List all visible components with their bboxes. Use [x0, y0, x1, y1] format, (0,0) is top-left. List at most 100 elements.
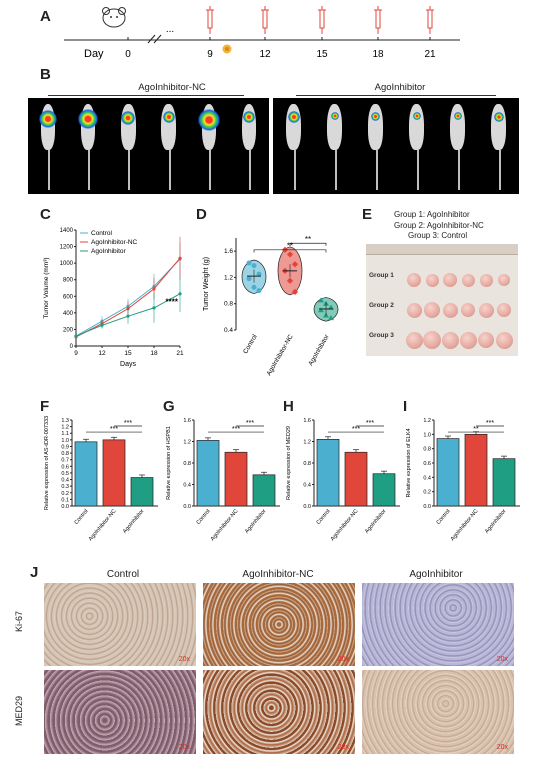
ihc-col-control: Control [106, 569, 140, 580]
data-point [100, 323, 104, 327]
mag-label: 20x [496, 744, 508, 751]
y-tick-label: 0.7 [61, 458, 69, 464]
timeline-day-5: 18 [372, 49, 384, 60]
tumor-sample [497, 303, 511, 317]
significance-annotation: ** [305, 235, 311, 244]
bar-1 [102, 439, 126, 507]
legend-group-2: Group 2: AgoInhibitor-NC [394, 220, 484, 230]
ihc-row-ki67: Ki-67 [14, 610, 24, 632]
y-tick-label: 1000 [60, 261, 74, 267]
legend-entry: AgoInhibitor-NC [91, 239, 138, 246]
y-tick-label: 1.2 [183, 440, 191, 446]
syringe-icon [319, 9, 325, 29]
bioluminescence-signal [162, 111, 175, 123]
tumor-sample [406, 302, 422, 318]
panel-label-i: I [403, 398, 408, 415]
y-tick-label: 0.4 [303, 483, 311, 489]
syringe-icon [375, 9, 381, 29]
data-point [246, 260, 252, 266]
tumor-sample [424, 302, 440, 318]
timeline-day-0: 0 [125, 49, 131, 60]
significance-annotation: *** [232, 426, 240, 433]
y-axis-label: Relative expression of AS-tDR-007333 [44, 416, 50, 510]
timeline-day-4: 15 [316, 49, 328, 60]
x-tick-label: Control [242, 333, 259, 355]
bioluminescence-photo-inhibitor [273, 98, 519, 194]
y-tick-label: 0.6 [61, 464, 69, 470]
tumor-cell-icon [222, 44, 232, 54]
bioluminescence-signal [287, 111, 300, 123]
data-point [286, 251, 294, 258]
x-tick-label: AgoInhibitor-NC [210, 508, 240, 542]
data-point [318, 297, 324, 303]
timeline-diagram: Day 0... 9 12 15 18 21 [64, 6, 460, 60]
tumor-excised-photo: Group 1 Group 2 Group 3 [366, 244, 518, 356]
y-tick-label: 0.5 [61, 471, 69, 477]
tumor-sample [423, 331, 441, 349]
data-point [246, 276, 252, 282]
bar-0 [316, 438, 340, 507]
y-tick-label: 0.6 [423, 461, 431, 467]
y-tick-label: 0.9 [61, 444, 69, 450]
ihc-med29-nc: 20x [203, 670, 355, 754]
y-tick-label: 0.8 [224, 301, 233, 308]
timeline-day-2: 9 [207, 49, 213, 60]
x-tick-label: AgoInhibitor-NC [88, 508, 118, 542]
mag-label: 20x [178, 656, 190, 663]
panel-label-c: C [40, 206, 51, 223]
y-tick-label: 0.2 [61, 491, 69, 497]
bioluminescence-signal [330, 112, 339, 120]
panel-label-e: E [362, 206, 373, 223]
y-tick-label: 1.1 [61, 431, 69, 437]
y-tick-label: 1400 [60, 228, 74, 234]
mouse-body [368, 104, 383, 150]
y-tick-label: 0.8 [423, 447, 431, 453]
data-point [251, 284, 257, 290]
y-tick-label: 0.0 [61, 504, 69, 510]
mag-label: 20x [496, 656, 508, 663]
y-axis-label: Relative expression of HSPB1 [166, 426, 172, 500]
y-tick-label: 1.2 [61, 425, 69, 431]
panel-label-g: G [163, 398, 175, 415]
y-tick-label: 0.0 [183, 504, 191, 510]
tumor-sample [495, 331, 513, 349]
x-tick-label: Control [316, 508, 332, 525]
x-tick-label: AgoInhibitor-NC [330, 508, 360, 542]
x-tick-label: 21 [176, 350, 184, 357]
x-tick-label: 12 [98, 350, 106, 357]
panel-label-b: B [40, 66, 51, 83]
ihc-ki67-control: 20x [44, 583, 196, 666]
x-tick-label: Control [196, 508, 212, 525]
y-tick-label: 600 [63, 294, 74, 300]
imaging-left-title: AgoInhibitor-NC [138, 82, 206, 93]
data-point [152, 306, 156, 310]
ihc-med29-control: 20x [44, 670, 196, 754]
tumor-sample [443, 273, 457, 287]
panel-label-h: H [283, 398, 294, 415]
y-tick-label: 1200 [60, 245, 74, 251]
data-point [291, 288, 299, 295]
panel-label-d: D [196, 206, 207, 223]
tumor-sample [459, 331, 477, 349]
x-tick-label: Control [436, 508, 452, 525]
data-point [178, 292, 182, 296]
bar-0 [74, 441, 98, 507]
y-axis-label: Relative expression of MED29 [286, 426, 292, 500]
mouse-body [491, 104, 506, 150]
timeline-day-1: ... [166, 24, 174, 35]
data-point [126, 314, 130, 318]
tumor-sample [425, 273, 439, 287]
chart-hspb1-expression: 0.0 0.4 0.8 1.2 1.6 Relative expression of HS… [166, 418, 280, 542]
row-label-group-1: Group 1 [369, 272, 394, 279]
data-point [256, 271, 262, 277]
bar-1 [464, 433, 488, 507]
mag-label: 20x [337, 656, 349, 663]
chart-tumor-volume: 0 200 400 600 800 1000 1200 1400 9 12 15 18 21 Days Tu… [43, 228, 184, 368]
bioluminescence-signal [78, 109, 99, 129]
chart-elk4-expression: 0.0 0.2 0.4 0.6 0.8 1.0 1.2 Relative expression… [406, 418, 520, 542]
y-tick-label: 200 [63, 327, 74, 333]
panel-label-f: F [40, 398, 50, 415]
syringe-icon [427, 9, 433, 29]
bioluminescence-signal [39, 109, 58, 128]
ihc-med29-inhibitor: 20x [362, 670, 514, 754]
